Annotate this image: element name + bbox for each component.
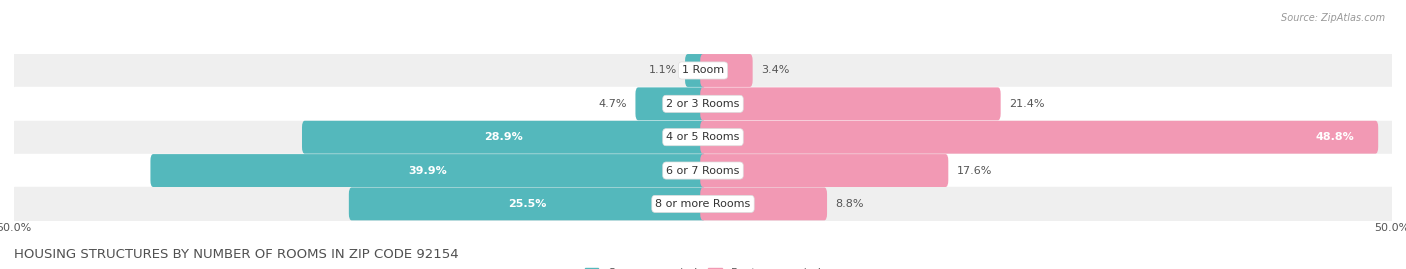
Text: 4.7%: 4.7%: [599, 99, 627, 109]
FancyBboxPatch shape: [700, 121, 1378, 154]
FancyBboxPatch shape: [349, 187, 706, 220]
Text: Source: ZipAtlas.com: Source: ZipAtlas.com: [1281, 13, 1385, 23]
Bar: [14, 54, 1392, 87]
Text: 2 or 3 Rooms: 2 or 3 Rooms: [666, 99, 740, 109]
Text: 6 or 7 Rooms: 6 or 7 Rooms: [666, 165, 740, 176]
Text: 3.4%: 3.4%: [761, 65, 789, 76]
Text: 39.9%: 39.9%: [409, 165, 447, 176]
FancyBboxPatch shape: [700, 54, 752, 87]
FancyBboxPatch shape: [700, 154, 948, 187]
Text: 48.8%: 48.8%: [1316, 132, 1355, 142]
Text: 25.5%: 25.5%: [508, 199, 547, 209]
Legend: Owner-occupied, Renter-occupied: Owner-occupied, Renter-occupied: [585, 268, 821, 269]
Text: 8 or more Rooms: 8 or more Rooms: [655, 199, 751, 209]
Bar: [14, 154, 1392, 187]
Bar: [14, 121, 1392, 154]
Text: 1.1%: 1.1%: [648, 65, 676, 76]
Text: 17.6%: 17.6%: [956, 165, 991, 176]
Text: 21.4%: 21.4%: [1010, 99, 1045, 109]
Bar: [14, 187, 1392, 221]
Text: 4 or 5 Rooms: 4 or 5 Rooms: [666, 132, 740, 142]
FancyBboxPatch shape: [150, 154, 706, 187]
Text: HOUSING STRUCTURES BY NUMBER OF ROOMS IN ZIP CODE 92154: HOUSING STRUCTURES BY NUMBER OF ROOMS IN…: [14, 247, 458, 261]
FancyBboxPatch shape: [636, 87, 706, 120]
Text: 8.8%: 8.8%: [835, 199, 863, 209]
FancyBboxPatch shape: [302, 121, 706, 154]
FancyBboxPatch shape: [685, 54, 706, 87]
FancyBboxPatch shape: [700, 87, 1001, 120]
Text: 1 Room: 1 Room: [682, 65, 724, 76]
Bar: [14, 87, 1392, 121]
FancyBboxPatch shape: [700, 187, 827, 220]
Text: 28.9%: 28.9%: [485, 132, 523, 142]
